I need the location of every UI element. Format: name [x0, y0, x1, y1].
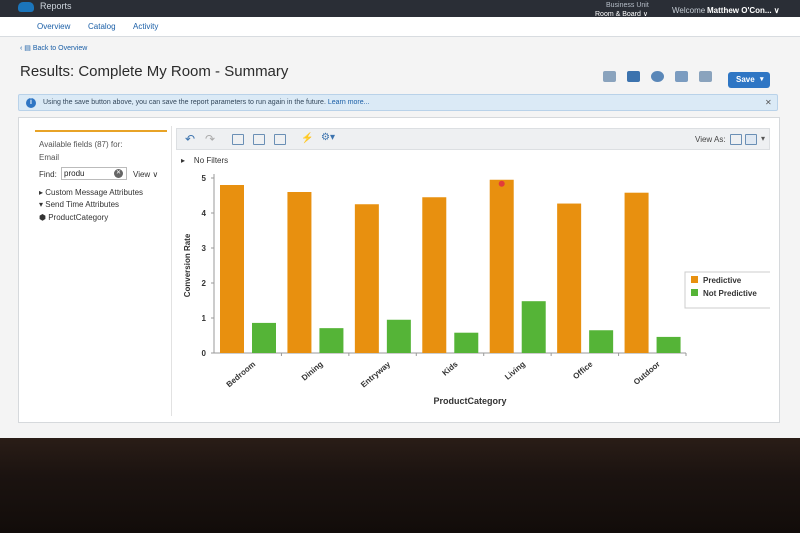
- field-source: Email: [39, 153, 60, 162]
- chart-toolbar: ↶ ↷ ⚡ ⚙▾ View As: ▾: [176, 128, 770, 150]
- bar-predictive: [489, 179, 514, 353]
- filters-label: No Filters: [193, 156, 229, 165]
- bar-not-predictive: [521, 301, 546, 353]
- monitor-bezel: [0, 438, 800, 533]
- redo-icon[interactable]: ↷: [205, 132, 216, 146]
- nav-bar: Overview Catalog Activity: [0, 17, 800, 37]
- legend-label: Predictive: [703, 276, 742, 285]
- y-tick-label: 1: [202, 314, 207, 323]
- filter-icon[interactable]: [274, 134, 286, 145]
- tree-item-send-time[interactable]: ▾ Send Time Attributes: [39, 200, 120, 209]
- cloud-logo-icon: [18, 2, 34, 12]
- find-input[interactable]: produ: [61, 167, 127, 180]
- chevron-down-icon[interactable]: ▾: [761, 134, 766, 143]
- email-icon[interactable]: [603, 71, 616, 82]
- y-tick-label: 4: [202, 209, 207, 218]
- save-button[interactable]: Save ▾: [728, 72, 770, 88]
- y-axis-title: Conversion Rate: [183, 233, 192, 297]
- x-tick-label: Bedroom: [225, 360, 258, 389]
- chart-icon[interactable]: [675, 71, 688, 82]
- view-dropdown[interactable]: View ∨: [133, 170, 159, 179]
- y-tick-label: 3: [202, 244, 207, 253]
- share-icon[interactable]: [627, 71, 640, 82]
- back-link[interactable]: ‹ ▤ Back to Overview: [20, 44, 87, 52]
- business-unit-label: Business Unit: [606, 2, 649, 9]
- x-tick-label: Office: [571, 359, 595, 381]
- find-label: Find:: [39, 170, 57, 179]
- filter-bar[interactable]: ▸ No Filters: [181, 156, 228, 165]
- columns-icon[interactable]: [253, 134, 265, 145]
- info-message: Using the save button above, you can sav…: [43, 99, 326, 106]
- bar-predictive: [354, 204, 379, 353]
- bar-predictive: [422, 197, 447, 353]
- tab-catalog[interactable]: Catalog: [88, 22, 116, 31]
- bar-not-predictive: [656, 336, 681, 353]
- x-tick-label: Entryway: [359, 359, 392, 389]
- welcome-label: Welcome: [672, 6, 706, 15]
- y-tick-label: 5: [202, 174, 207, 183]
- conversion-rate-chart: 0 1 2 3 4 5 Bedroom Dining Entryway Kids Living Off…: [183, 174, 770, 406]
- caret-down-icon[interactable]: ▾: [760, 76, 764, 83]
- x-tick-label: Dining: [300, 360, 325, 383]
- report-panel: Available fields (87) for: Email Find: p…: [18, 117, 780, 423]
- legend-swatch: [691, 276, 698, 283]
- tab-activity[interactable]: Activity: [133, 22, 159, 31]
- schedule-icon[interactable]: [699, 71, 712, 82]
- app-name: Reports: [40, 1, 72, 11]
- x-tick-label: Living: [503, 360, 527, 382]
- settings-icon[interactable]: ⚙▾: [321, 132, 335, 143]
- tree-item-custom-message[interactable]: ▸ Custom Message Attributes: [39, 188, 144, 197]
- x-tick-label: Outdoor: [632, 360, 662, 387]
- tree-item-product-category[interactable]: ⬢ ProductCategory: [39, 213, 109, 222]
- learn-more-link[interactable]: Learn more...: [327, 99, 370, 106]
- back-link-label: Back to Overview: [32, 45, 88, 52]
- legend-box: [684, 271, 770, 309]
- panel-divider: [171, 126, 172, 416]
- accent-rule: [35, 130, 167, 132]
- reports-screen: Reports Business Unit Room & Board ∨ Wel…: [0, 0, 800, 438]
- save-button-label: Save: [736, 75, 755, 84]
- field-list: Available fields (87) for: Email Find: p…: [35, 130, 167, 410]
- bar-predictive: [287, 192, 312, 353]
- bar-chart-view-icon[interactable]: [745, 134, 757, 145]
- grid-view-icon[interactable]: [730, 134, 742, 145]
- top-bar: Reports Business Unit Room & Board ∨ Wel…: [0, 0, 800, 18]
- info-banner: i Using the save button above, you can s…: [18, 94, 778, 111]
- bar-not-predictive: [252, 322, 276, 353]
- undo-icon[interactable]: ↶: [185, 132, 196, 146]
- page-title: Results: Complete My Room - Summary: [20, 63, 289, 80]
- bar-predictive: [220, 185, 244, 353]
- legend-label: Not Predictive: [703, 289, 757, 298]
- bar-predictive: [557, 203, 582, 353]
- lightning-icon[interactable]: ⚡: [301, 133, 314, 144]
- y-tick-label: 0: [202, 349, 207, 358]
- tab-overview[interactable]: Overview: [37, 22, 71, 31]
- chevron-left-icon: ‹ ▤: [20, 45, 33, 52]
- table-view-icon[interactable]: [232, 134, 244, 145]
- x-axis-title: ProductCategory: [433, 396, 506, 406]
- user-menu[interactable]: Matthew O'Con... ∨: [707, 6, 780, 15]
- available-fields: Available fields (87) for: Email: [39, 138, 164, 164]
- y-tick-label: 2: [202, 279, 207, 288]
- close-icon[interactable]: ✕: [765, 98, 772, 107]
- legend-swatch: [691, 289, 698, 296]
- bar-not-predictive: [454, 332, 479, 353]
- info-icon: i: [26, 98, 36, 108]
- bar-not-predictive: [319, 328, 344, 353]
- download-icon[interactable]: [651, 71, 664, 82]
- available-fields-label: Available fields (87) for:: [39, 140, 123, 149]
- bar-predictive: [624, 192, 649, 353]
- chevron-right-icon: ▸: [181, 156, 192, 165]
- view-as-label: View As:: [695, 135, 726, 144]
- bar-not-predictive: [589, 330, 614, 353]
- clear-search-icon[interactable]: ✕: [114, 169, 123, 178]
- business-unit-select[interactable]: Room & Board ∨: [595, 11, 648, 18]
- info-message-line: Using the save button above, you can sav…: [43, 99, 370, 106]
- x-tick-label: Kids: [441, 359, 460, 377]
- alert-marker-icon: [498, 180, 505, 187]
- bar-not-predictive: [386, 319, 411, 353]
